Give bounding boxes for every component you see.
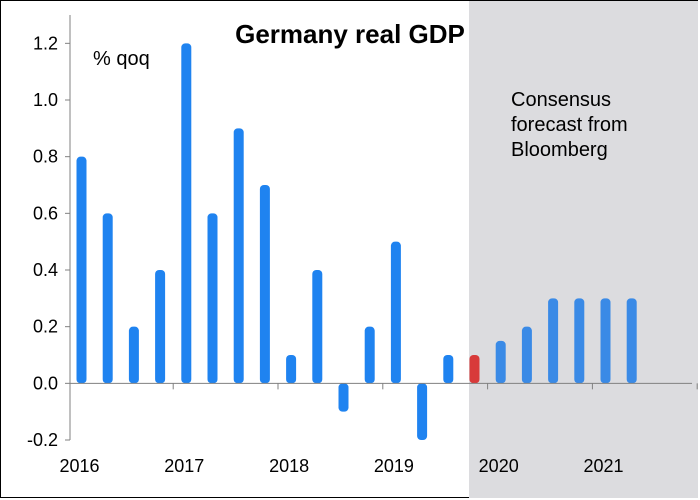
y-tick-label: 0.4	[33, 260, 58, 280]
bar-2017-q2	[207, 213, 218, 384]
bar-2016-q3	[128, 326, 139, 384]
bar-2016-q2	[102, 213, 113, 384]
bar-2018-q2	[312, 270, 323, 384]
x-ticks-group: 2016 2017 2018 2019 2020 2021	[59, 383, 698, 476]
x-tick-label-2019: 2019	[374, 456, 414, 476]
x-tick-label-2020: 2020	[479, 456, 519, 476]
bar-2018-q3	[338, 383, 349, 412]
forecast-shaded-region	[469, 1, 698, 498]
bar-2016-q4	[155, 270, 166, 384]
bar-2019-q1	[390, 241, 401, 384]
y-axis-unit-label: % qoq	[93, 48, 150, 70]
bar-2020-q4	[574, 298, 585, 384]
bar-2020-q1	[495, 340, 506, 384]
y-tick-label: 0.0	[33, 373, 58, 393]
bar-2016-q1	[76, 156, 87, 384]
bar-2017-q3	[233, 128, 244, 384]
bar-2019-q2	[417, 383, 428, 440]
y-tick-label: 0.6	[33, 203, 58, 223]
forecast-annotation: Consensus forecast from Bloomberg	[511, 89, 628, 161]
bar-2019-q3	[443, 355, 454, 384]
bar-2021-q2	[626, 298, 637, 384]
y-ticks-group: -0.2 0.0 0.2 0.4 0.6 0.8 1.0 1.2	[27, 33, 70, 450]
forecast-annotation-line: forecast from	[511, 114, 628, 136]
forecast-annotation-line: Consensus	[511, 89, 611, 111]
bar-2019-q4	[469, 355, 480, 384]
bar-2020-q3	[548, 298, 559, 384]
y-tick-label: 0.8	[33, 147, 58, 167]
bar-2017-q1	[181, 43, 192, 384]
bar-2020-q2	[521, 326, 532, 384]
y-tick-label: 0.2	[33, 317, 58, 337]
bar-2018-q4	[364, 326, 375, 384]
chart-title: Germany real GDP	[235, 19, 465, 49]
x-tick-label-2021: 2021	[583, 456, 623, 476]
bar-2017-q4	[259, 185, 270, 384]
x-tick-label-2017: 2017	[164, 456, 204, 476]
x-tick-label-2016: 2016	[59, 456, 99, 476]
x-tick-label-2018: 2018	[269, 456, 309, 476]
bar-2018-q1	[286, 355, 297, 384]
y-tick-label: 1.0	[33, 90, 58, 110]
y-tick-label: 1.2	[33, 33, 58, 53]
bars-group	[76, 43, 637, 440]
forecast-annotation-line: Bloomberg	[511, 139, 608, 161]
y-tick-label: -0.2	[27, 430, 58, 450]
bar-2021-q1	[600, 298, 611, 384]
